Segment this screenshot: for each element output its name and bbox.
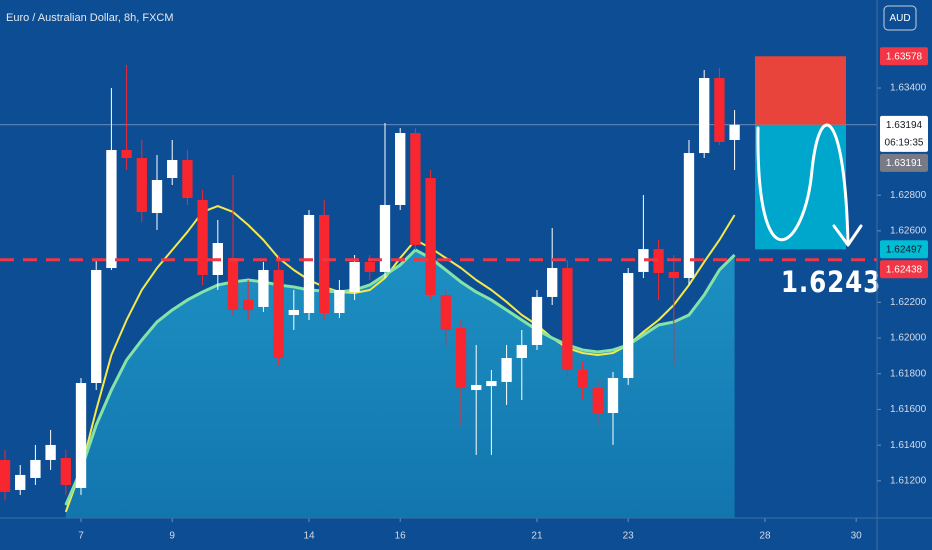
candle-body (623, 273, 634, 379)
candle-body (577, 369, 588, 389)
candle-body (440, 294, 451, 330)
y-tick-label: 1.62000 (890, 333, 927, 344)
candle-body (288, 309, 299, 315)
candle-body (668, 271, 679, 279)
candle-body (91, 269, 102, 384)
y-tick-label: 1.61400 (890, 440, 927, 451)
stop-zone (755, 56, 846, 125)
candle-body (653, 249, 664, 274)
y-tick-label: 1.61600 (890, 404, 927, 415)
candle-body (319, 214, 330, 314)
candle-body (638, 249, 649, 272)
candle-body (425, 178, 436, 295)
price-tag (880, 47, 928, 66)
annotation: 1.6243 (781, 266, 881, 299)
candle-body (471, 384, 482, 390)
candle-body (410, 133, 421, 245)
candle-body (364, 261, 375, 272)
price-tag-label: 1.63578 (886, 51, 923, 62)
candle-body (258, 269, 269, 307)
y-tick-label: 1.61200 (890, 476, 927, 487)
drawn-arrow (832, 224, 863, 247)
x-tick-label: 23 (623, 531, 635, 542)
x-tick-label: 21 (531, 531, 543, 542)
candle-body (60, 458, 71, 485)
chart-title: Euro / Australian Dollar, 8h, FXCM (6, 12, 174, 24)
candle-body (45, 444, 56, 460)
price-tag-label: 1.62497 (886, 244, 923, 255)
candle-body (531, 296, 543, 345)
candle-body (75, 383, 87, 489)
candle-body (151, 179, 163, 214)
candle-body (106, 149, 117, 269)
candle-body (0, 459, 11, 492)
x-tick-label: 30 (851, 531, 863, 542)
candle-body (714, 78, 725, 142)
indicator-area (65, 249, 735, 518)
candle-body (349, 261, 360, 292)
price-tag (880, 115, 928, 152)
x-tick-label: 14 (303, 531, 315, 542)
currency-label[interactable]: AUD (889, 13, 910, 24)
candle-body (273, 269, 284, 359)
currency-button[interactable] (883, 5, 917, 31)
y-tick-label: 1.62600 (890, 226, 927, 237)
candle-body (379, 204, 391, 272)
candle-body (121, 149, 132, 159)
y-tick-label: 1.61800 (890, 368, 927, 379)
candle-body (303, 214, 315, 314)
y-tick-label: 1.62800 (890, 190, 927, 201)
candle-body (486, 381, 497, 387)
candle-body (683, 153, 695, 279)
candle-body (547, 268, 558, 297)
candle-body (197, 199, 208, 275)
drawn-curve (756, 123, 850, 246)
candle-body (501, 358, 512, 382)
candle-body (455, 328, 467, 389)
candle-body (227, 258, 239, 310)
x-tick-label: 28 (759, 531, 771, 542)
price-tag-label: 1.63194 (886, 120, 923, 131)
price-tag-label: 1.63191 (886, 158, 923, 169)
candle-body (562, 268, 573, 370)
candle-body (136, 158, 147, 212)
price-tag (880, 240, 928, 259)
x-tick-label: 9 (169, 531, 175, 542)
x-tick-label: 16 (395, 531, 407, 542)
candle-body (15, 474, 26, 490)
y-tick-label: 1.62200 (890, 297, 927, 308)
candle-body (699, 78, 710, 154)
y-tick-label: 1.63400 (890, 83, 927, 94)
candle-body (607, 378, 619, 414)
candle-body (516, 344, 527, 359)
plot-area: 1.6243 (0, 56, 881, 518)
candle-body (167, 159, 178, 179)
candle-body (395, 133, 406, 205)
candle-body (243, 299, 254, 310)
candle-body (592, 388, 603, 414)
price-tag-label: 1.62438 (886, 264, 923, 275)
price-tag (880, 153, 928, 172)
candle-body (30, 459, 41, 479)
target-zone (755, 124, 846, 250)
candle-body (729, 124, 740, 140)
price-tag (880, 260, 928, 279)
x-tick-label: 7 (78, 531, 84, 542)
countdown: 06:19:35 (885, 137, 924, 148)
candle-body (182, 159, 193, 199)
candle-body (334, 289, 345, 314)
